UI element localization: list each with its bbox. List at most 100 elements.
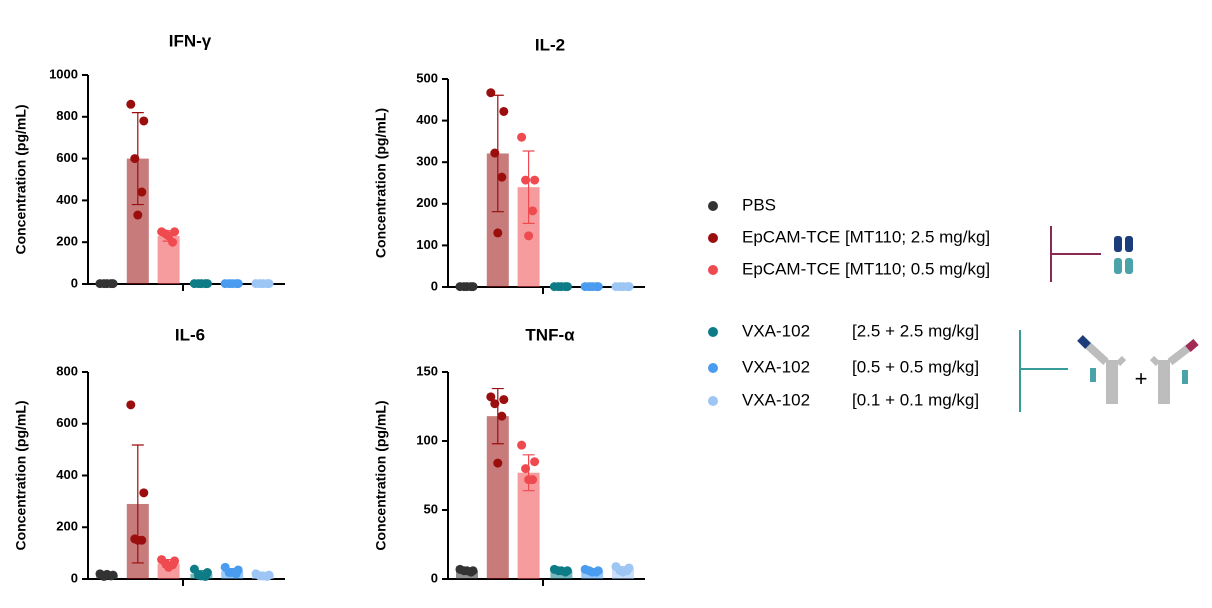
- chart-title: IFN-γ: [169, 31, 212, 50]
- data-point: [258, 571, 268, 581]
- data-point: [499, 106, 509, 116]
- y-tick-label: 150: [416, 363, 438, 378]
- chart-title: TNF-α: [525, 325, 575, 344]
- y-tick-label: 600: [56, 415, 78, 430]
- y-tick-label: 800: [56, 108, 78, 123]
- y-tick-label: 400: [416, 112, 438, 127]
- y-tick-label: 200: [56, 234, 78, 249]
- data-point: [517, 440, 527, 450]
- legend-marker: [708, 233, 718, 243]
- data-point: [497, 172, 507, 182]
- data-point: [196, 279, 206, 289]
- error-bar: [522, 454, 535, 492]
- data-point: [497, 411, 507, 421]
- data-point: [139, 488, 149, 498]
- data-point: [493, 458, 503, 468]
- data-point: [618, 567, 628, 577]
- data-point: [462, 566, 472, 576]
- y-tick-label: 100: [416, 432, 438, 447]
- y-tick-label: 300: [416, 154, 438, 169]
- y-axis-label: Concentration (pg/mL): [373, 400, 389, 550]
- data-point: [102, 569, 112, 579]
- data-point: [493, 228, 503, 238]
- legend-marker: [708, 265, 718, 275]
- tce-icon: [1114, 236, 1133, 274]
- chart-title: IL-6: [175, 325, 205, 344]
- data-point: [490, 148, 500, 158]
- svg-text:+: +: [1135, 366, 1148, 391]
- bar: [486, 416, 509, 579]
- vxa-bracket: [1019, 330, 1068, 412]
- data-point: [521, 175, 531, 185]
- data-point: [164, 231, 174, 241]
- data-point: [227, 279, 237, 289]
- legend-marker: [708, 201, 718, 211]
- data-point: [258, 279, 268, 289]
- data-point: [139, 116, 149, 126]
- legend-marker: [708, 327, 718, 337]
- y-tick-label: 0: [431, 570, 438, 585]
- data-point: [486, 88, 496, 98]
- bar: [486, 153, 509, 287]
- y-tick-label: 50: [424, 501, 438, 516]
- data-point: [530, 175, 540, 185]
- data-point: [137, 187, 147, 197]
- legend-dose: [0.5 + 0.5 mg/kg]: [852, 357, 979, 376]
- data-point: [130, 154, 140, 164]
- data-point: [462, 282, 472, 292]
- data-point: [490, 399, 500, 409]
- y-tick-label: 400: [56, 192, 78, 207]
- data-point: [587, 567, 597, 577]
- legend-dose: [0.1 + 0.1 mg/kg]: [852, 390, 979, 409]
- legend-label: PBS: [742, 195, 776, 214]
- y-tick-label: 1000: [49, 66, 78, 81]
- y-axis-label: Concentration (pg/mL): [373, 108, 389, 258]
- legend-label: EpCAM-TCE [MT110; 0.5 mg/kg]: [742, 259, 990, 278]
- data-point: [618, 282, 628, 292]
- legend-dose: [2.5 + 2.5 mg/kg]: [852, 321, 979, 340]
- data-point: [556, 282, 566, 292]
- y-tick-label: 500: [416, 70, 438, 85]
- y-tick-label: 100: [416, 237, 438, 252]
- data-point: [587, 282, 597, 292]
- data-point: [196, 571, 206, 581]
- legend-marker: [708, 363, 718, 373]
- y-tick-label: 0: [71, 275, 78, 290]
- data-point: [126, 400, 136, 410]
- y-tick-label: 400: [56, 467, 78, 482]
- y-axis-label: Concentration (pg/mL): [13, 400, 29, 550]
- legend-label: EpCAM-TCE [MT110; 2.5 mg/kg]: [742, 227, 990, 246]
- data-point: [499, 395, 509, 405]
- data-point: [227, 568, 237, 578]
- bar: [157, 235, 180, 284]
- tce-bracket: [1050, 226, 1101, 282]
- data-point: [528, 206, 538, 216]
- data-point: [521, 464, 531, 474]
- data-point: [530, 457, 540, 467]
- y-tick-label: 800: [56, 363, 78, 378]
- legend-label: VXA-102: [742, 357, 810, 376]
- y-tick-label: 200: [56, 519, 78, 534]
- legend-label: VXA-102: [742, 321, 810, 340]
- data-point: [126, 99, 136, 109]
- data-point: [524, 475, 534, 485]
- data-point: [133, 535, 143, 545]
- y-tick-label: 600: [56, 150, 78, 165]
- vxa-icon: +: [1077, 335, 1199, 404]
- data-point: [486, 392, 496, 402]
- bar: [517, 472, 540, 579]
- data-point: [102, 279, 112, 289]
- data-point: [133, 210, 143, 220]
- data-point: [524, 231, 534, 241]
- legend-marker: [708, 396, 718, 406]
- legend-label: VXA-102: [742, 390, 810, 409]
- y-tick-label: 0: [71, 570, 78, 585]
- y-axis-label: Concentration (pg/mL): [13, 104, 29, 254]
- data-point: [164, 562, 174, 572]
- y-tick-label: 0: [431, 278, 438, 293]
- data-point: [556, 566, 566, 576]
- data-point: [517, 132, 527, 142]
- y-tick-label: 200: [416, 195, 438, 210]
- chart-title: IL-2: [535, 35, 565, 54]
